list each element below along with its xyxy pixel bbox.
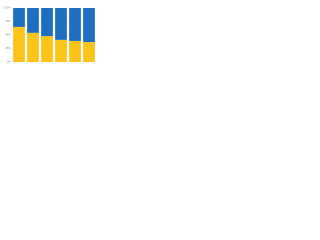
bar-segment bbox=[13, 8, 25, 27]
bar-segment bbox=[55, 39, 67, 62]
y-tick-label: 0% bbox=[7, 61, 11, 64]
page: 0%25%50%75%100% (() => { const data = JS… bbox=[0, 0, 320, 71]
bar-segment bbox=[83, 42, 95, 62]
bar-segment bbox=[55, 8, 67, 40]
bar-segment bbox=[69, 40, 81, 62]
bar-segment bbox=[83, 8, 95, 43]
chart: 0% 25% 50% 75% 100% bbox=[4, 7, 96, 64]
bar-segment bbox=[41, 36, 53, 62]
bar-segment bbox=[69, 8, 81, 41]
bar-segment bbox=[27, 32, 39, 62]
bar-segment bbox=[27, 8, 39, 33]
y-tick-label: 25% bbox=[5, 47, 11, 50]
bar-segment bbox=[13, 26, 25, 62]
y-tick-label: 100% bbox=[4, 7, 11, 10]
bar-segment bbox=[41, 8, 53, 37]
y-tick-label: 75% bbox=[5, 20, 11, 23]
y-tick-label: 50% bbox=[5, 34, 11, 37]
